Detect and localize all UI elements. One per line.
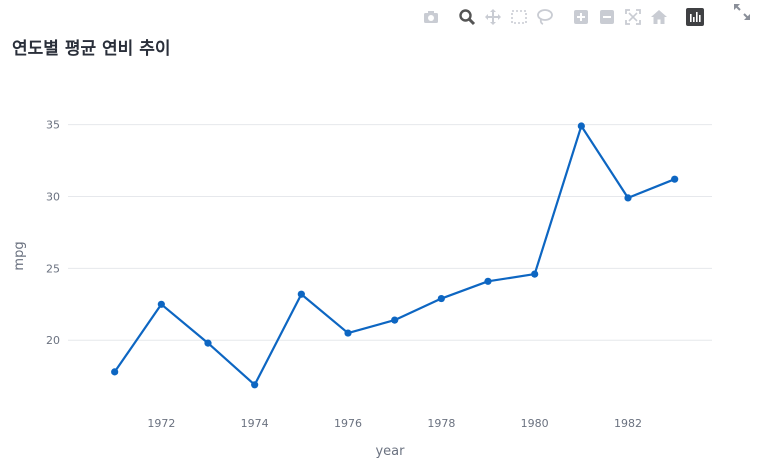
y-tick-label: 20 — [46, 334, 60, 347]
autoscale-icon[interactable] — [622, 6, 644, 28]
gridlines — [68, 124, 712, 341]
y-tick-label: 30 — [46, 190, 60, 203]
fullscreen-icon[interactable] — [732, 2, 752, 22]
chart-title: 연도별 평균 연비 추이 — [12, 39, 171, 59]
data-point[interactable] — [391, 316, 399, 324]
data-point[interactable] — [531, 270, 539, 278]
lasso-icon[interactable] — [534, 6, 556, 28]
data-point[interactable] — [624, 194, 632, 202]
data-point[interactable] — [437, 294, 445, 303]
x-tick-label: 1976 — [334, 417, 362, 430]
data-point[interactable] — [577, 122, 585, 130]
x-axis-title: year — [375, 444, 405, 459]
data-point[interactable] — [344, 329, 352, 337]
data-point[interactable] — [297, 290, 305, 298]
x-axis-ticks: 1972 1974 1976 1978 1980 1982 — [147, 417, 642, 430]
camera-icon[interactable] — [420, 6, 442, 28]
y-axis-title: mpg — [12, 241, 27, 270]
home-icon[interactable] — [648, 6, 670, 28]
data-point[interactable] — [204, 339, 212, 347]
data-point[interactable] — [251, 381, 259, 389]
y-tick-label: 35 — [46, 119, 60, 132]
zoom-out-icon[interactable] — [596, 6, 618, 28]
series-line — [111, 122, 679, 389]
data-point[interactable] — [484, 277, 492, 285]
x-tick-label: 1980 — [521, 417, 549, 430]
y-axis-ticks: 20 25 30 35 — [46, 119, 60, 348]
y-tick-label: 25 — [46, 262, 60, 275]
x-tick-label: 1982 — [614, 417, 642, 430]
x-tick-label: 1974 — [241, 417, 269, 430]
x-tick-label: 1972 — [147, 417, 175, 430]
pan-icon[interactable] — [482, 6, 504, 28]
data-point[interactable] — [671, 175, 679, 183]
zoom-in-icon[interactable] — [570, 6, 592, 28]
series-line-0 — [113, 124, 676, 386]
x-tick-label: 1978 — [427, 417, 455, 430]
chart-logo-icon[interactable] — [684, 6, 706, 28]
box-select-icon[interactable] — [508, 6, 530, 28]
data-point[interactable] — [157, 300, 165, 308]
zoom-icon[interactable] — [456, 6, 478, 28]
data-point[interactable] — [111, 368, 119, 376]
